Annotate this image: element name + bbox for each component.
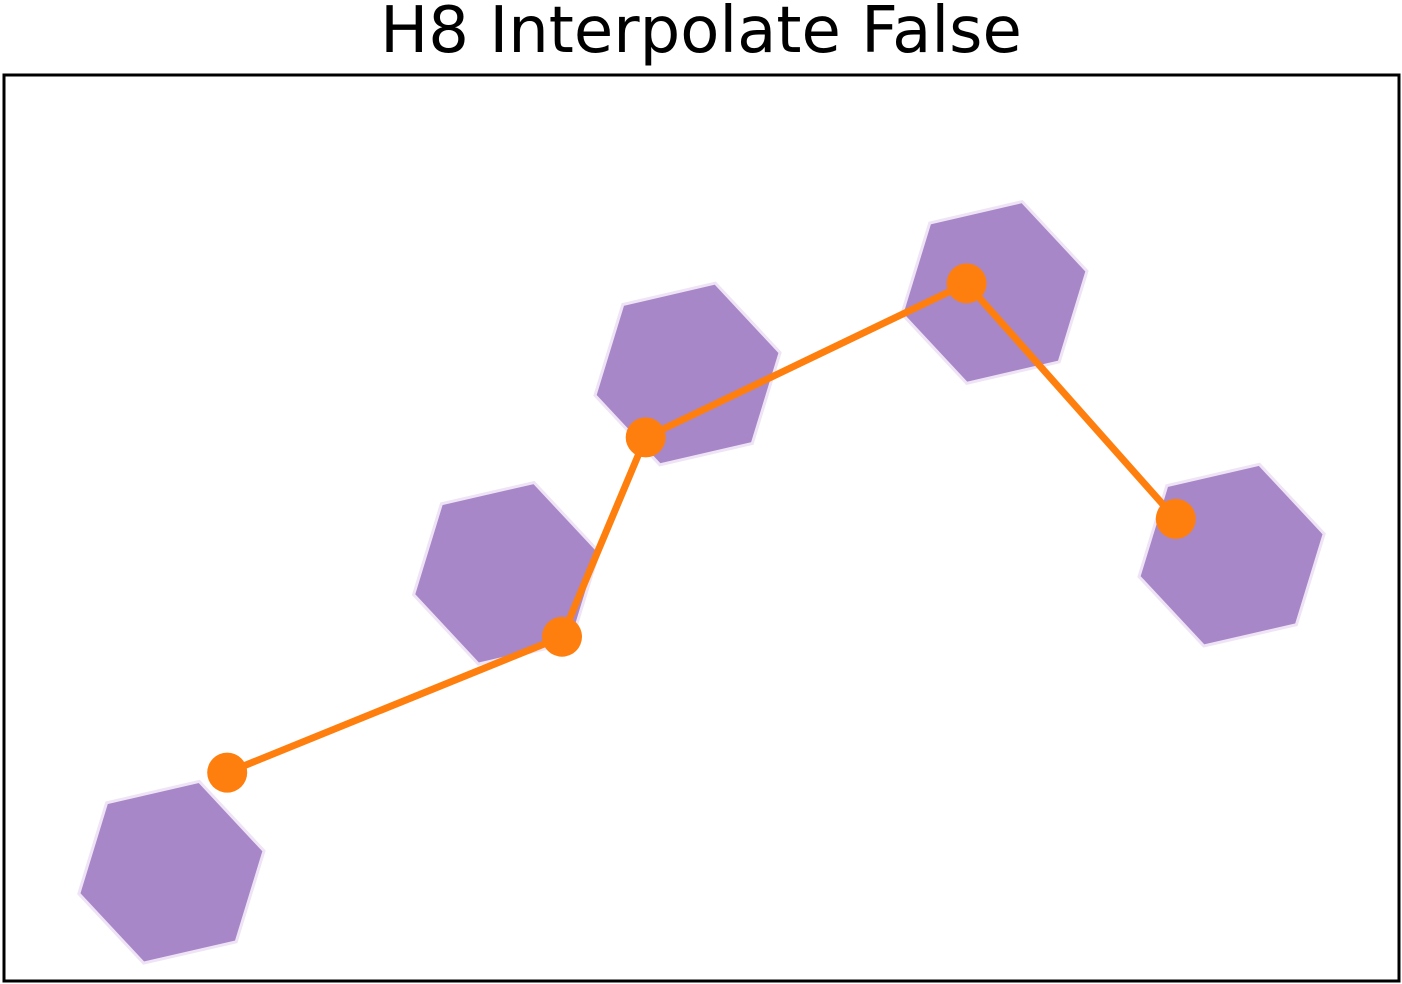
- line-point-5: [1155, 498, 1196, 539]
- hexbin-cell-1: [77, 779, 266, 965]
- hexbin-cell-5: [1137, 462, 1326, 648]
- line-point-3: [625, 417, 666, 458]
- line-point-2: [542, 616, 582, 657]
- axes-frame: [2, 73, 1401, 983]
- hexbin-cell-3: [593, 281, 782, 467]
- hexbin-cell-4: [900, 199, 1089, 385]
- line-point-1: [207, 752, 248, 793]
- chart-title: H8 Interpolate False: [380, 0, 1022, 68]
- line-series-layer: [207, 263, 1196, 793]
- line-point-4: [946, 263, 987, 304]
- hexbin-layer: [77, 199, 1326, 965]
